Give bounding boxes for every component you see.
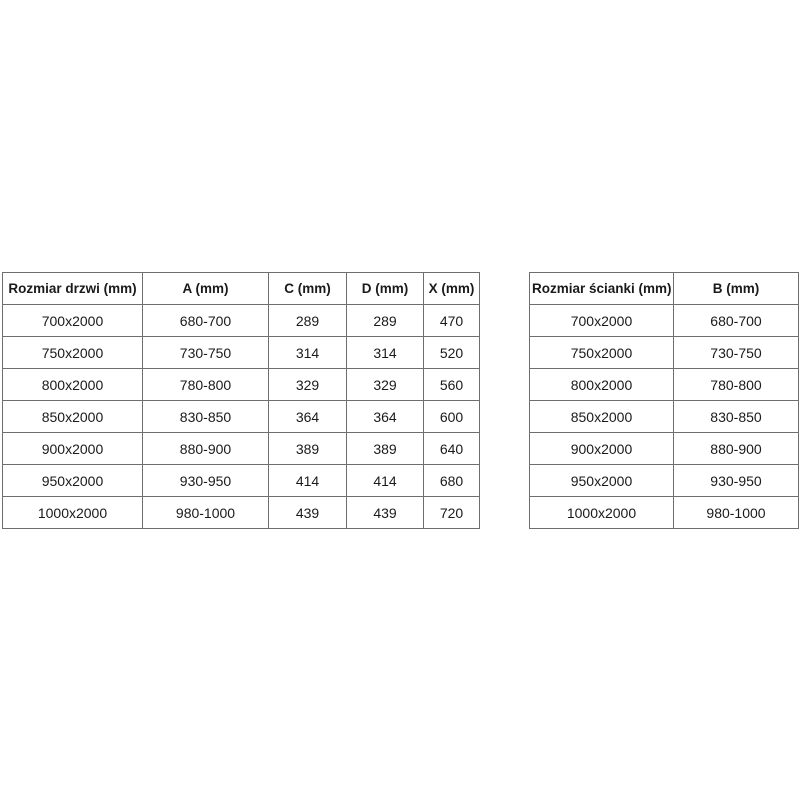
- table-cell: 414: [346, 464, 424, 497]
- table-cell: 700x2000: [2, 304, 143, 337]
- table-cell: 560: [423, 368, 480, 401]
- table-cell: 364: [346, 400, 424, 433]
- table-cell: 520: [423, 336, 480, 369]
- table-row: 850x2000 830-850 364 364 600: [2, 400, 480, 433]
- table-cell: 314: [346, 336, 424, 369]
- table-cell: 750x2000: [2, 336, 143, 369]
- table-row: 900x2000 880-900 389 389 640: [2, 432, 480, 465]
- table-cell: 680-700: [142, 304, 269, 337]
- table-cell: 780-800: [142, 368, 269, 401]
- header-cell: Rozmiar drzwi (mm): [2, 272, 143, 305]
- header-cell: A (mm): [142, 272, 269, 305]
- table-cell: 750x2000: [529, 336, 674, 369]
- table-cell: 470: [423, 304, 480, 337]
- table-cell: 640: [423, 432, 480, 465]
- header-row: Rozmiar drzwi (mm) A (mm) C (mm) D (mm) X (m…: [2, 272, 480, 305]
- table-cell: 930-950: [142, 464, 269, 497]
- table-row: 900x2000 880-900: [529, 432, 799, 465]
- table-cell: 329: [346, 368, 424, 401]
- wall-sizes-table: Rozmiar ścianki (mm) B (mm) 700x2000 680-70…: [529, 272, 799, 529]
- table-row: 700x2000 680-700: [529, 304, 799, 337]
- table-cell: 329: [268, 368, 347, 401]
- table-cell: 389: [346, 432, 424, 465]
- table-cell: 850x2000: [529, 400, 674, 433]
- table-cell: 830-850: [673, 400, 799, 433]
- table-row: 700x2000 680-700 289 289 470: [2, 304, 480, 337]
- table-cell: 900x2000: [529, 432, 674, 465]
- door-sizes-table: Rozmiar drzwi (mm) A (mm) C (mm) D (mm) X (m…: [2, 272, 480, 529]
- table-row: 750x2000 730-750: [529, 336, 799, 369]
- table-cell: 680: [423, 464, 480, 497]
- header-cell: X (mm): [423, 272, 480, 305]
- table-row: 800x2000 780-800 329 329 560: [2, 368, 480, 401]
- header-row: Rozmiar ścianki (mm) B (mm): [529, 272, 799, 305]
- table-cell: 930-950: [673, 464, 799, 497]
- table-cell: 800x2000: [529, 368, 674, 401]
- table-row: 850x2000 830-850: [529, 400, 799, 433]
- header-cell: C (mm): [268, 272, 347, 305]
- header-cell: Rozmiar ścianki (mm): [529, 272, 674, 305]
- table-cell: 800x2000: [2, 368, 143, 401]
- table-cell: 314: [268, 336, 347, 369]
- header-cell: B (mm): [673, 272, 799, 305]
- table-row: 800x2000 780-800: [529, 368, 799, 401]
- table-row: 950x2000 930-950: [529, 464, 799, 497]
- table-cell: 830-850: [142, 400, 269, 433]
- table-cell: 730-750: [142, 336, 269, 369]
- table-cell: 780-800: [673, 368, 799, 401]
- table-cell: 1000x2000: [2, 496, 143, 529]
- table-row: 1000x2000 980-1000: [529, 496, 799, 529]
- table-cell: 980-1000: [673, 496, 799, 529]
- table-cell: 720: [423, 496, 480, 529]
- table-cell: 439: [346, 496, 424, 529]
- table-row: 950x2000 930-950 414 414 680: [2, 464, 480, 497]
- table-cell: 364: [268, 400, 347, 433]
- table-cell: 700x2000: [529, 304, 674, 337]
- table-cell: 600: [423, 400, 480, 433]
- table-cell: 850x2000: [2, 400, 143, 433]
- table-cell: 950x2000: [2, 464, 143, 497]
- table-cell: 289: [346, 304, 424, 337]
- header-cell: D (mm): [346, 272, 424, 305]
- table-cell: 1000x2000: [529, 496, 674, 529]
- table-row: 750x2000 730-750 314 314 520: [2, 336, 480, 369]
- table-cell: 439: [268, 496, 347, 529]
- table-cell: 880-900: [142, 432, 269, 465]
- table-cell: 980-1000: [142, 496, 269, 529]
- table-cell: 414: [268, 464, 347, 497]
- table-row: 1000x2000 980-1000 439 439 720: [2, 496, 480, 529]
- table-cell: 730-750: [673, 336, 799, 369]
- table-cell: 880-900: [673, 432, 799, 465]
- table-cell: 900x2000: [2, 432, 143, 465]
- table-cell: 289: [268, 304, 347, 337]
- table-cell: 950x2000: [529, 464, 674, 497]
- table-cell: 389: [268, 432, 347, 465]
- table-cell: 680-700: [673, 304, 799, 337]
